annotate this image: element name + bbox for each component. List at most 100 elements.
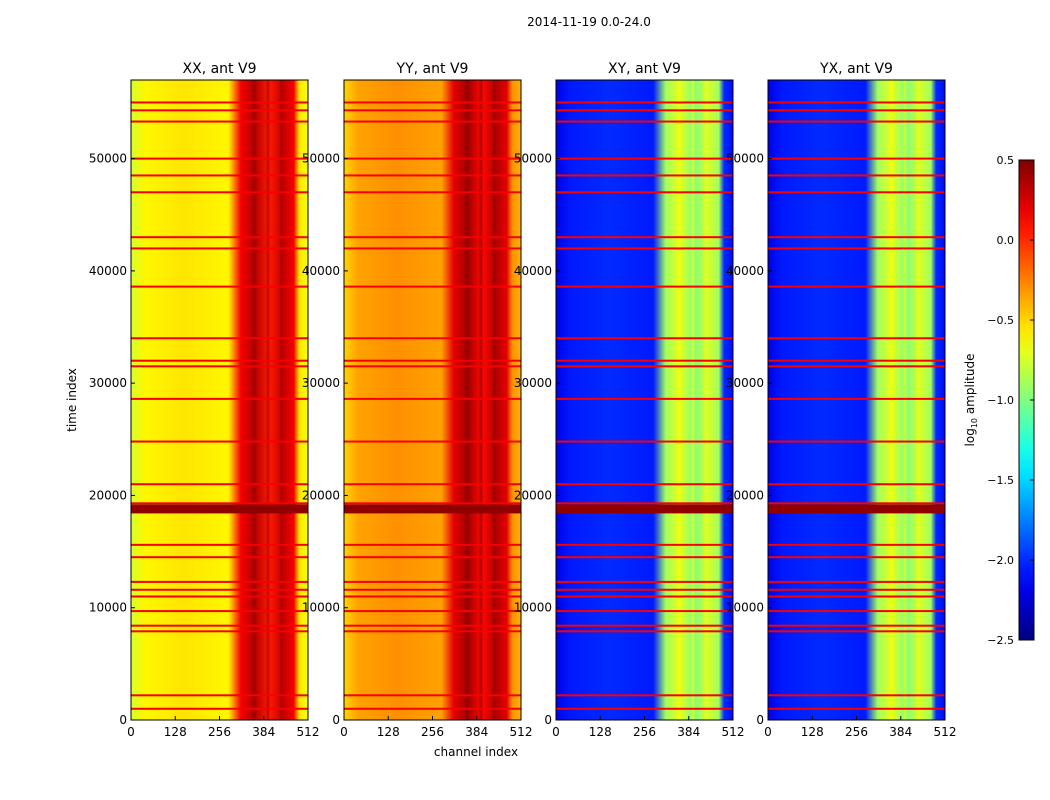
flag-row (556, 285, 733, 288)
flag-row (556, 543, 733, 546)
flag-row (768, 588, 945, 591)
band-streak (916, 80, 920, 720)
flag-band (131, 504, 308, 514)
flag-row (768, 502, 945, 505)
panel-title: XY, ant V9 (608, 61, 681, 77)
flag-row (344, 120, 521, 123)
flag-row (344, 109, 521, 112)
flag-row (344, 247, 521, 250)
x-tick-label: 256 (845, 725, 868, 739)
flag-row (344, 595, 521, 598)
flag-row (556, 556, 733, 559)
colorbar-tick-label: 0.0 (997, 234, 1015, 247)
x-tick-label: 512 (297, 725, 320, 739)
flag-row (131, 359, 308, 362)
flag-row (131, 236, 308, 239)
flag-row (556, 397, 733, 400)
panel-3: YX, ant V9 0 128 256 384 512 0 10000 20000 30000 4… (726, 61, 957, 739)
flag-row (556, 580, 733, 583)
flag-row (768, 285, 945, 288)
band-streak (464, 80, 469, 720)
band-streak (251, 80, 256, 720)
heatmap-panels: XX, ant V9 0 128 256 384 512 0 10000 20000 30000 4… (89, 61, 957, 739)
flag-row (768, 109, 945, 112)
band-streak (676, 80, 681, 720)
flag-row (131, 694, 308, 697)
x-tick-label: 128 (377, 725, 400, 739)
flag-row (768, 624, 945, 627)
panel-2: XY, ant V9 0 128 256 384 512 0 10000 20000 30000 4… (514, 61, 745, 739)
flag-row (131, 588, 308, 591)
y-tick-label: 30000 (89, 376, 127, 390)
flag-row (131, 365, 308, 368)
flag-row (556, 630, 733, 633)
heatmap-image (768, 80, 945, 720)
y-tick-label: 40000 (514, 264, 552, 278)
x-tick-label: 0 (127, 725, 135, 739)
flag-row (768, 483, 945, 486)
flag-row (768, 359, 945, 362)
flag-row (556, 440, 733, 443)
flag-row (344, 236, 521, 239)
y-tick-label: 20000 (514, 488, 552, 502)
flag-row (131, 624, 308, 627)
panel-title: XX, ant V9 (183, 61, 257, 77)
x-tick-label: 256 (208, 725, 231, 739)
flag-row (344, 630, 521, 633)
x-tick-label: 128 (589, 725, 612, 739)
y-tick-label: 10000 (726, 601, 764, 615)
colorbar: 0.5 0.0 −0.5 −1.0 −1.5 −2.0 −2.5 log10 amplitud… (963, 154, 1035, 647)
flag-row (556, 707, 733, 710)
flag-row (768, 157, 945, 160)
flag-row (131, 101, 308, 104)
flag-row (768, 101, 945, 104)
y-tick-label: 0 (119, 713, 127, 727)
flag-row (131, 157, 308, 160)
flag-band (768, 504, 945, 514)
colorbar-tick-label: −2.5 (987, 634, 1014, 647)
flag-row (131, 483, 308, 486)
flag-row (556, 624, 733, 627)
x-tick-label: 384 (889, 725, 912, 739)
flag-row (344, 440, 521, 443)
band-streak (279, 80, 283, 720)
flag-row (131, 580, 308, 583)
band-streak (266, 80, 270, 720)
flag-row (344, 694, 521, 697)
colorbar-tick-label: −1.0 (987, 394, 1014, 407)
y-tick-label: 50000 (726, 152, 764, 166)
flag-row (344, 191, 521, 194)
flag-band (344, 504, 521, 514)
flag-row (344, 397, 521, 400)
band-streak (691, 80, 695, 720)
band-streak (492, 80, 496, 720)
flag-row (344, 580, 521, 583)
heatmap-image (131, 80, 308, 720)
flag-row (768, 610, 945, 613)
flag-row (768, 630, 945, 633)
flag-row (344, 556, 521, 559)
flag-row (344, 610, 521, 613)
y-tick-label: 40000 (302, 264, 340, 278)
flag-row (768, 707, 945, 710)
flag-row (768, 236, 945, 239)
flag-row (556, 610, 733, 613)
x-tick-label: 0 (340, 725, 348, 739)
y-tick-label: 10000 (514, 601, 552, 615)
flag-row (344, 285, 521, 288)
flag-row (131, 174, 308, 177)
flag-row (556, 502, 733, 505)
flag-row (131, 285, 308, 288)
x-axis-label: channel index (434, 745, 518, 759)
x-tick-label: 512 (510, 725, 533, 739)
x-tick-label: 384 (465, 725, 488, 739)
flag-row (768, 397, 945, 400)
flag-row (556, 101, 733, 104)
flag-row (556, 337, 733, 340)
x-tick-label: 128 (801, 725, 824, 739)
y-tick-label: 20000 (726, 488, 764, 502)
flag-row (131, 397, 308, 400)
flag-row (556, 359, 733, 362)
flag-row (768, 595, 945, 598)
flag-row (556, 191, 733, 194)
